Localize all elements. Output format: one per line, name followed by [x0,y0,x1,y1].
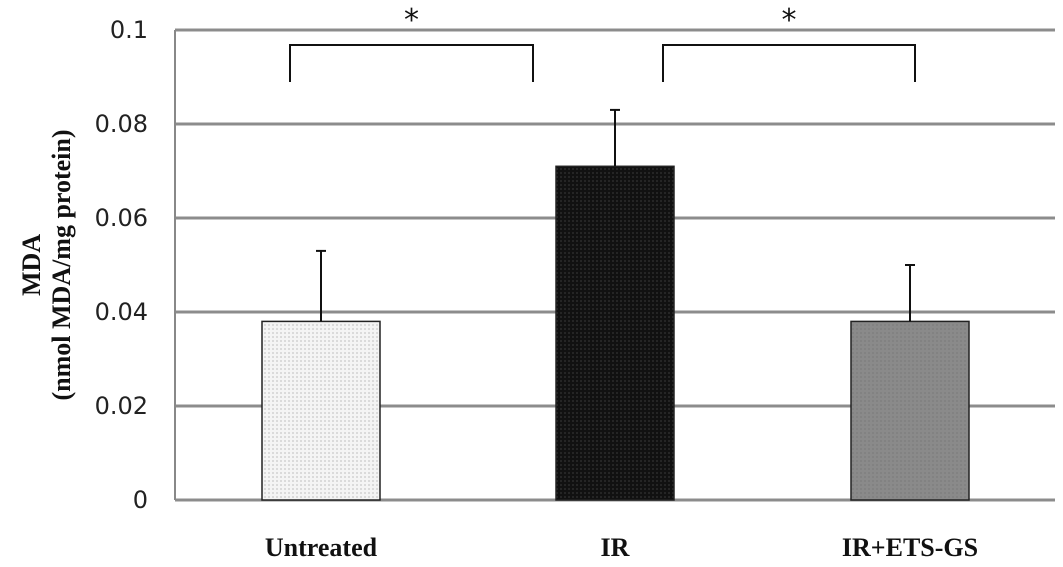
significance-marker: * [782,3,797,38]
y-tick-label: 0.04 [95,298,148,326]
y-tick-label: 0.02 [95,392,148,420]
category-label: Untreated [265,533,378,562]
bars [261,165,970,501]
significance-bracket [289,44,534,82]
y-axis-title-line1: MDA [17,234,46,296]
y-tick-label: 0 [133,486,148,514]
y-tick-labels: 0 0.02 0.04 0.06 0.08 0.1 [95,16,148,514]
significance-marker: * [404,3,419,38]
category-label: IR [601,533,630,562]
y-tick-label: 0.06 [95,204,148,232]
category-labels: Untreated IR IR+ETS-GS [265,533,978,562]
y-tick-label: 0.1 [110,16,148,44]
bar-untreated [261,320,381,501]
significance-brackets: * * [289,3,916,82]
y-tick-label: 0.08 [95,110,148,138]
bar-ir-ets-gs [850,320,970,501]
y-axis-title-line2: (nmol MDA/mg protein) [47,129,76,400]
bar-ir [555,165,675,501]
category-label: IR+ETS-GS [842,533,978,562]
significance-bracket [662,44,916,82]
error-bars [316,108,915,322]
y-axis-title: MDA (nmol MDA/mg protein) [17,129,76,400]
